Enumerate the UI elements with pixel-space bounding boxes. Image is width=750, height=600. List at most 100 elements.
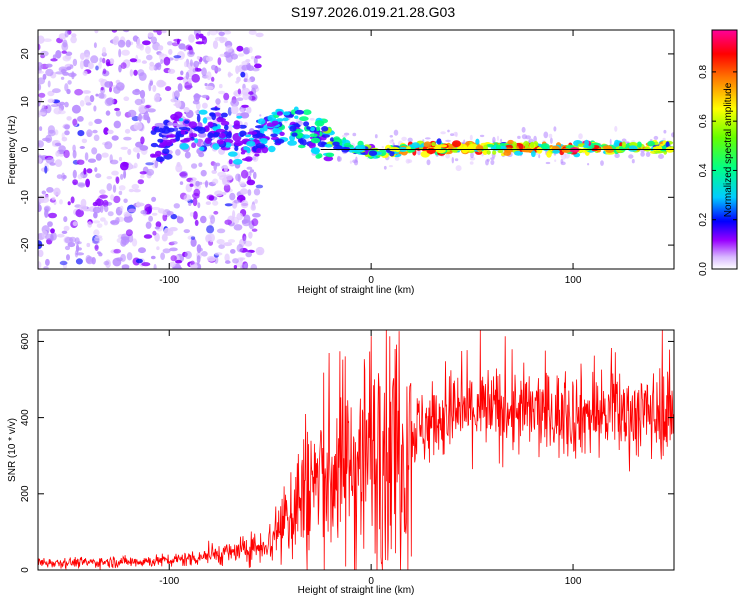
spectrogram-noise-blob	[106, 176, 113, 180]
spectrogram-noise-blob	[83, 167, 87, 175]
spectrogram-noise-blob	[104, 205, 109, 213]
spectrogram-noise-blob	[223, 92, 230, 101]
spectrogram-noise-blob	[58, 145, 66, 153]
y-tick-label: 0	[20, 146, 31, 152]
spectrogram-noise-blob	[389, 135, 393, 138]
spectrogram-noise-blob	[120, 146, 129, 150]
spectrogram-noise-blob	[223, 99, 228, 104]
x-tick-label: -100	[159, 576, 179, 587]
spectrogram-noise-blob	[125, 39, 131, 48]
spectrogram-noise-blob	[86, 242, 91, 248]
spectrogram-noise-blob	[224, 253, 230, 262]
spectrogram-noise-blob	[192, 197, 198, 207]
spectrogram-noise-blob	[172, 42, 179, 47]
spectrogram-ridge-blob	[218, 132, 226, 139]
spectrogram-ridge-blob	[154, 122, 165, 127]
spectrogram-ridge-blob	[503, 150, 512, 156]
spectrogram-ridge-blob	[202, 117, 208, 124]
spectrogram-noise-blob	[99, 194, 108, 199]
y-tick-label: 0	[20, 567, 31, 573]
snr-series-line	[38, 330, 674, 570]
spectrogram-noise-blob	[553, 126, 557, 132]
spectrogram-noise-blob	[174, 90, 180, 99]
spectrogram-noise-blob	[251, 228, 258, 232]
spectrogram-noise-blob	[236, 45, 244, 52]
spectrogram-ridge-blob	[298, 132, 304, 138]
spectrogram-noise-blob	[137, 69, 145, 77]
spectrogram-noise-blob	[100, 217, 106, 222]
spectrogram-noise-blob	[232, 258, 239, 264]
spectrogram-ridge-blob	[170, 113, 179, 121]
spectrogram-noise-blob	[103, 127, 109, 135]
spectrogram-noise-blob	[233, 265, 238, 269]
spectrogram-noise-blob	[57, 110, 66, 115]
spectrogram-noise-blob	[153, 263, 157, 269]
spectrogram-noise-blob	[113, 86, 121, 94]
spectrogram-noise-blob	[59, 260, 68, 266]
spectrogram-noise-blob	[190, 264, 198, 269]
spectrogram-noise-blob	[154, 226, 160, 230]
spectrogram-noise-blob	[94, 118, 102, 124]
spectrogram-noise-blob	[189, 183, 194, 187]
spectrogram-noise-blob	[223, 51, 232, 58]
spectrogram-ridge-blob	[317, 153, 323, 159]
spectrogram-noise-blob	[146, 168, 155, 176]
spectrogram-ridge-blob	[436, 138, 442, 145]
spectrogram-ridge-blob	[323, 155, 334, 162]
spectrogram-noise-blob	[252, 154, 259, 162]
spectrogram-noise-blob	[64, 101, 69, 108]
spectrogram-noise-blob	[131, 183, 140, 190]
spectrogram-noise-blob	[252, 67, 260, 72]
spectrogram-noise-blob	[193, 188, 201, 197]
colorbar-ticks: 0.0 0.2 0.4 0.6 0.8	[698, 64, 737, 276]
spectrogram-ridge-blob	[652, 146, 658, 152]
spectrogram-noise-blob	[41, 190, 46, 195]
spectrogram-noise-blob	[230, 105, 239, 115]
spectrogram-noise-blob	[38, 35, 45, 44]
spectrogram-noise-blob	[152, 85, 157, 92]
spectrogram-noise-blob	[136, 152, 140, 159]
spectrogram-noise-blob	[61, 230, 68, 234]
spectrogram-noise-blob	[374, 134, 378, 139]
spectrogram-noise-blob	[236, 97, 244, 101]
spectrogram-noise-blob	[38, 261, 42, 269]
spectrogram-noise-blob	[210, 215, 216, 224]
spectrogram-noise-blob	[92, 220, 101, 224]
spectrogram-noise-blob	[169, 247, 178, 252]
spectrogram-noise-blob	[160, 59, 164, 65]
spectrogram-noise-blob	[82, 90, 91, 94]
spectrogram-noise-blob	[93, 105, 97, 112]
y-tick-label: 400	[20, 409, 31, 426]
spectrogram-noise-blob	[99, 204, 104, 213]
spectrogram-ridge-blob	[561, 148, 571, 153]
y-tick-label: 10	[20, 96, 31, 108]
spectrogram-ridge-blob	[240, 151, 246, 155]
spectrogram-ridge-blob	[207, 132, 214, 139]
spectrogram-noise-blob	[490, 159, 495, 165]
spectrogram-noise-blob	[218, 244, 225, 250]
spectrogram-noise-blob	[63, 216, 68, 223]
spectrogram-noise-blob	[230, 249, 236, 254]
spectrogram-noise-blob	[55, 50, 62, 59]
spectrogram-ridge-blob	[310, 126, 315, 132]
spectrogram-noise-blob	[254, 55, 262, 59]
spectrogram-noise-blob	[628, 154, 634, 159]
spectrogram-ridge-blob	[224, 124, 229, 131]
spectrogram-noise-blob	[525, 135, 531, 140]
spectrogram-ridge-blob	[343, 142, 352, 148]
spectrogram-ridge-blob	[225, 133, 232, 139]
spectrogram-ridge-blob	[183, 137, 194, 141]
spectrogram-noise-blob	[251, 218, 259, 227]
spectrogram-noise-blob	[87, 221, 93, 228]
spectrogram-noise-blob	[167, 41, 173, 46]
spectrogram-ridge-blob	[475, 138, 480, 145]
spectrogram-noise-blob	[54, 142, 62, 147]
spectrogram-noise-blob	[195, 41, 205, 45]
spectrogram-noise-blob	[243, 49, 250, 55]
spectrogram-noise-blob	[79, 60, 84, 70]
spectrogram-ridge-blob	[337, 138, 342, 142]
spectrogram-ridge-blob	[268, 145, 276, 153]
spectrogram-ridge-blob	[204, 137, 212, 144]
spectrogram-noise-blob	[259, 114, 262, 117]
